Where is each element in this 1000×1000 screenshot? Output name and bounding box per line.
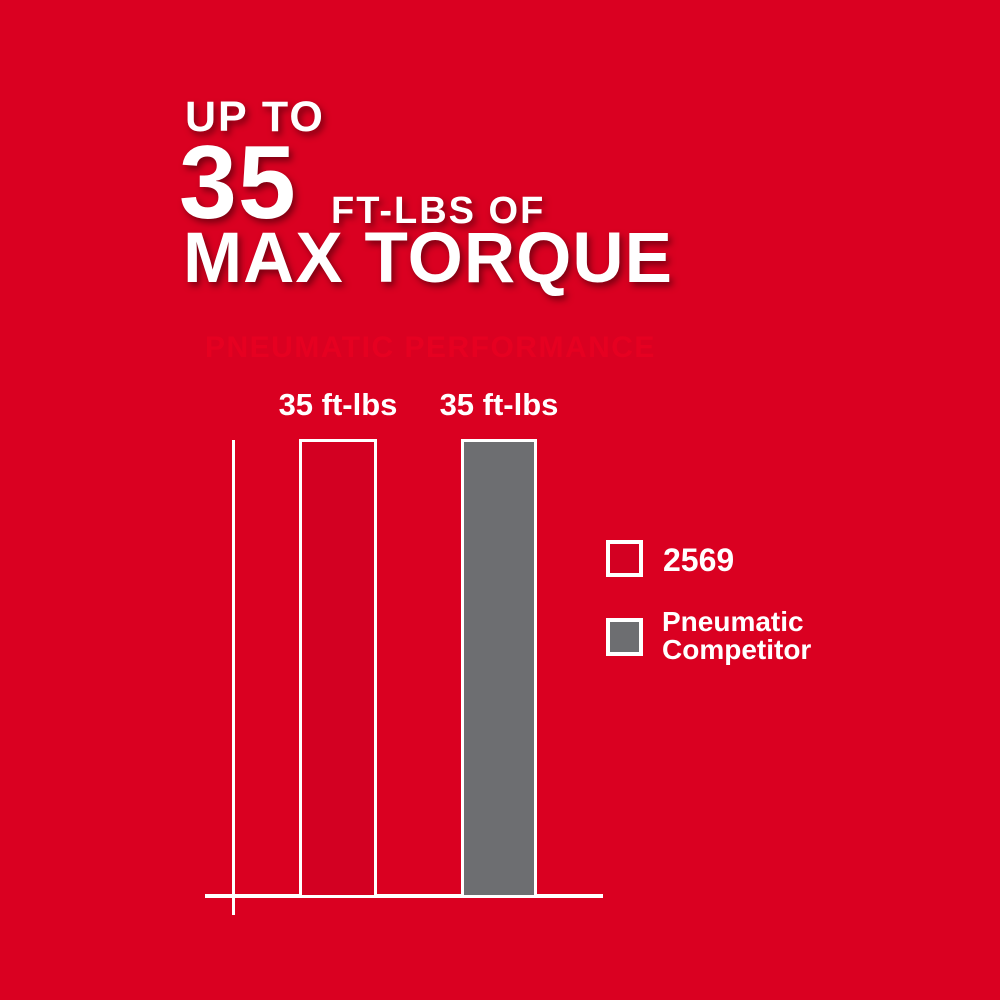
- headline-max-torque: MAX TORQUE: [183, 219, 673, 298]
- headline-big-number: 35: [179, 125, 297, 241]
- bar-value-label-competitor: 35 ft-lbs: [439, 387, 559, 422]
- x-axis-line: [205, 894, 603, 898]
- legend-swatch-2569: [606, 540, 643, 577]
- legend-label-competitor: Pneumatic Competitor: [662, 606, 812, 665]
- bar-competitor: [461, 439, 537, 898]
- performance-panel: PNEUMATIC PERFORMANCE 35 ft-lbs 35 ft-lb…: [171, 311, 827, 952]
- chart-title: PNEUMATIC PERFORMANCE: [205, 331, 656, 364]
- legend-swatch-competitor: [606, 618, 643, 656]
- headline-up-to: UP TO: [185, 93, 325, 141]
- headline-ft-lbs-of: FT-LBS OF: [331, 190, 546, 232]
- legend-label-2569: 2569: [663, 542, 735, 578]
- y-axis-line: [232, 440, 235, 915]
- bar-value-label-2569: 35 ft-lbs: [278, 387, 398, 422]
- bar-2569: [299, 439, 377, 898]
